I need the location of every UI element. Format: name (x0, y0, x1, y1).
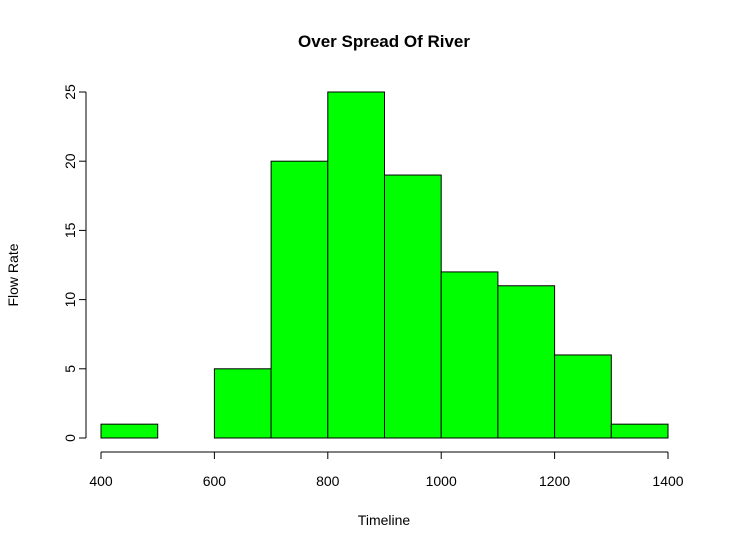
histogram-bar (610, 423, 669, 439)
y-tick-label: 0 (62, 434, 78, 442)
x-tick-label: 1400 (652, 473, 683, 489)
histogram-bar (213, 368, 272, 439)
y-axis: 0 5 10 15 20 25 (62, 84, 87, 442)
x-tick-label: 400 (89, 473, 113, 489)
histogram-bar (497, 285, 556, 439)
x-axis-label: Timeline (358, 512, 411, 528)
y-tick-label: 25 (62, 84, 78, 100)
histogram-bar (100, 423, 159, 439)
x-tick-label: 600 (203, 473, 227, 489)
bars-group (100, 91, 669, 439)
y-tick-label: 20 (62, 153, 78, 169)
histogram-bar (327, 91, 385, 439)
y-tick-label: 15 (62, 222, 78, 238)
y-tick-label: 10 (62, 292, 78, 308)
histogram-bar (554, 354, 612, 439)
y-tick-label: 5 (62, 365, 78, 373)
y-axis-label: Flow Rate (5, 243, 21, 306)
x-tick-label: 1000 (426, 473, 457, 489)
histogram-bar (384, 174, 442, 439)
chart-title: Over Spread Of River (298, 32, 470, 51)
x-tick-label: 800 (316, 473, 340, 489)
histogram-bar (440, 271, 499, 439)
x-axis: 400 600 800 1000 1200 1400 (89, 451, 684, 489)
histogram-bar (270, 160, 329, 439)
x-tick-label: 1200 (539, 473, 570, 489)
